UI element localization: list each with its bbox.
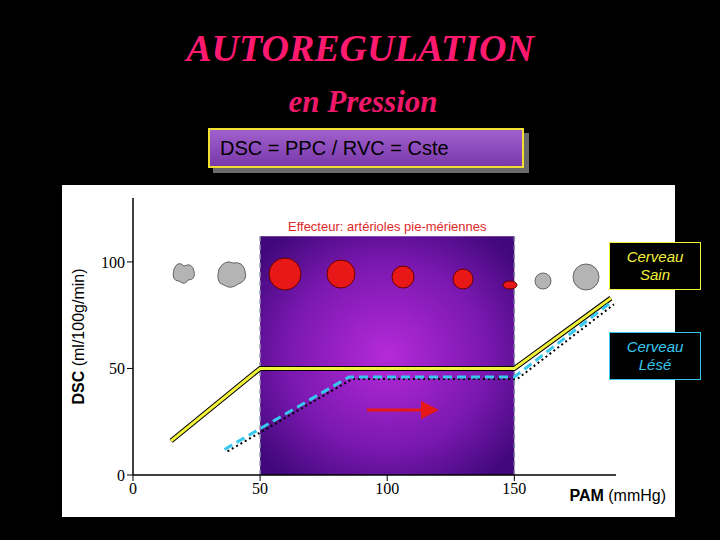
html-text:Cerveau Lésé: Cerveau Lésé: [626, 338, 684, 373]
html-text:AUTOREGULATION: AUTOREGULATION: [186, 27, 534, 69]
html-text:Cerveau Sain: Cerveau Sain: [626, 248, 684, 283]
svg-text:50: 50: [252, 480, 268, 497]
svg-text:DSC (ml/100g/min): DSC (ml/100g/min): [70, 268, 87, 404]
html-text:DSC = PPC / RVC = Cste: DSC = PPC / RVC = Cste: [220, 137, 449, 159]
svg-text:0: 0: [129, 480, 137, 497]
svg-text:Effecteur: artérioles pie-méri: Effecteur: artérioles pie-mériennes: [288, 219, 487, 234]
svg-text:PAM (mmHg): PAM (mmHg): [569, 487, 666, 504]
svg-text:0: 0: [117, 467, 125, 484]
svg-text:100: 100: [101, 254, 125, 271]
svg-text:150: 150: [502, 480, 526, 497]
svg-text:50: 50: [109, 360, 125, 377]
html-text:en Pression: en Pression: [288, 84, 438, 119]
svg-text:100: 100: [375, 480, 399, 497]
